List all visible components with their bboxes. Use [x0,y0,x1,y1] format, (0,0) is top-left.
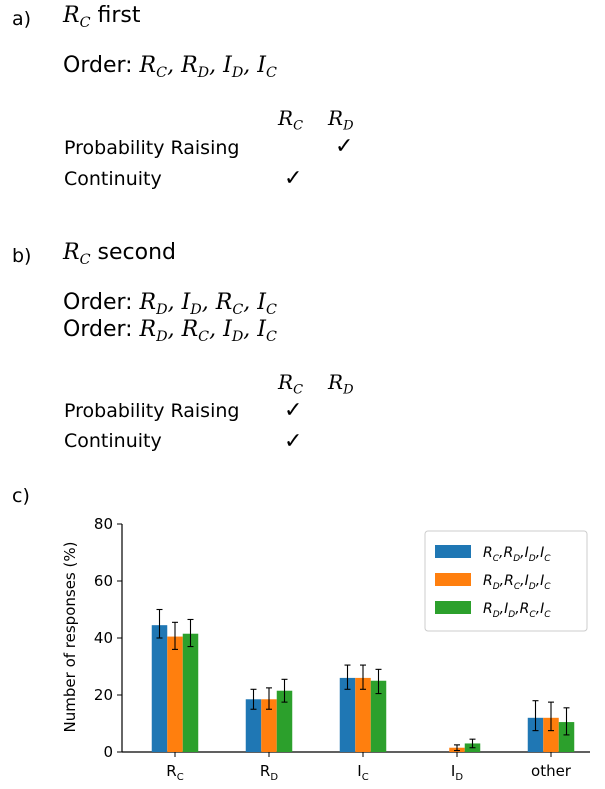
legend: RC,RD,ID,IC RD,RC,ID,IC RD,ID,RC,IC [424,530,588,632]
panel-b-row-continuity: Continuity [64,430,162,452]
panel-a-order-1: Order: RC, RD, ID, IC [63,53,277,81]
legend-entry: RC,RD,ID,IC [483,545,551,564]
order-prefix: Order: [63,53,133,78]
y-axis-label: Number of responses (%) [61,542,79,733]
bar [245,699,262,752]
bar-chart: Number of responses (%) 0 20 40 60 80 RC RD IC I… [61,515,590,783]
panel-a-label: a) [12,8,32,30]
panel-a-heading: RC first [63,3,141,31]
legend-entry: RD,RC,ID,IC [483,573,551,592]
bar [276,690,293,752]
panel-b-order-1: Order: RD, ID, RC, IC [63,290,277,318]
panel-c-label: c) [12,485,30,507]
panel-b-heading-word: second [97,240,176,265]
x-tick-label: other [531,762,572,780]
bar [543,717,559,752]
bar [151,625,168,752]
y-tick-label: 40 [94,629,113,647]
panel-a-heading-word: first [97,3,141,28]
panel-b-heading-var: RC [63,240,91,268]
panel-a-check-prob-raising-rd: ✓ [335,134,354,159]
y-tick-label: 0 [103,743,113,761]
order-prefix: Order: [63,290,133,315]
panel-b-label: b) [12,245,32,267]
panel-a-row-prob-raising: Probability Raising [64,137,240,159]
legend-swatch [435,601,471,614]
panel-a-check-continuity-rc: ✓ [284,166,303,191]
panel-a-heading-var: RC [63,3,91,31]
panel-b-check-continuity-rc: ✓ [284,429,303,454]
panel-b-row-prob-raising: Probability Raising [64,400,240,422]
legend-entry: RD,ID,RC,IC [483,601,551,620]
plot-area: 0 20 40 60 80 RC RD IC ID other [94,515,590,783]
bar [370,680,387,752]
panel-b-col-1: RC [278,370,304,398]
legend-swatch [435,545,471,558]
panel-a-col-1: RC [278,106,304,134]
bar [355,677,371,752]
x-tick-label: RC [166,762,183,783]
panel-b-check-prob-raising-rc: ✓ [284,398,303,423]
bar [527,717,544,752]
panel-b-heading: RC second [63,240,176,268]
x-tick-label: IC [357,762,368,783]
panel-a-col-2: RD [328,106,354,134]
x-tick-label: ID [451,762,463,783]
bar [339,677,356,752]
bar [558,722,575,752]
y-tick-label: 80 [94,515,113,533]
x-tick-label: RD [260,762,278,783]
panel-a-row-continuity: Continuity [64,168,162,190]
bar [182,633,199,752]
legend-swatch [435,573,471,586]
y-tick-label: 60 [94,572,113,590]
bar [167,636,183,752]
panel-b-order-2: Order: RD, RC, ID, IC [63,317,277,345]
bar [261,699,277,752]
y-tick-label: 20 [94,686,113,704]
order-prefix: Order: [63,317,133,342]
panel-b-col-2: RD [328,370,354,398]
